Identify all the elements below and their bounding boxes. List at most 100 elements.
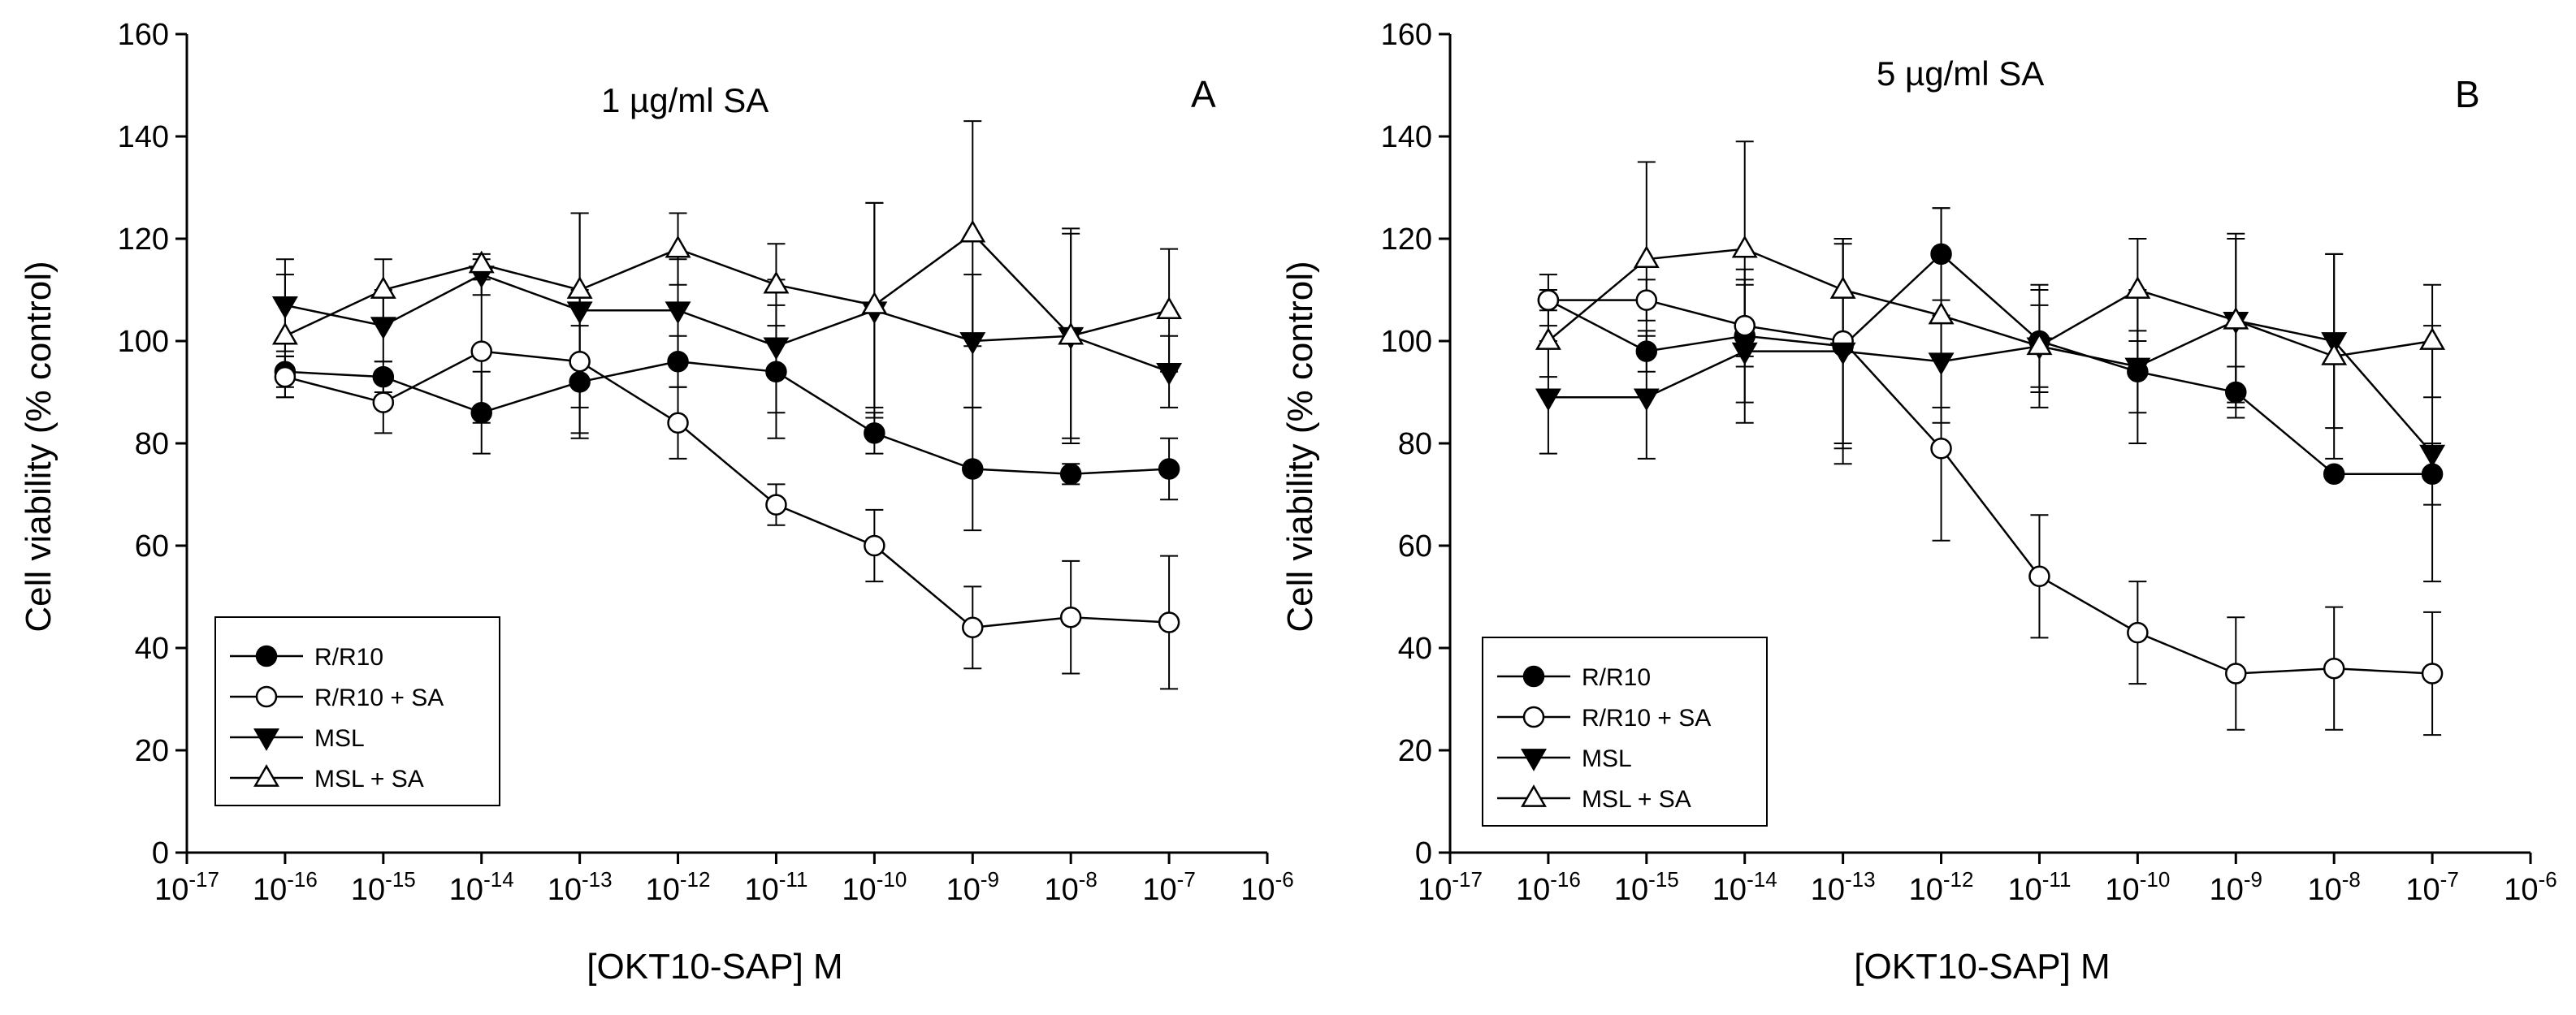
legend-label: R/R10 [314,644,383,671]
panel-annotation: 1 µg/ml SA [601,81,768,119]
x-tick-exponent: -11 [2042,867,2072,892]
y-tick-label: 80 [1398,427,1432,461]
legend-marker [253,728,279,751]
x-tick-exponent: -14 [1747,867,1777,892]
x-tick-base: 10 [842,873,876,907]
data-point [1731,235,1758,258]
data-point [864,534,885,557]
x-tick-label: 10-16 [253,867,318,907]
data-point [2225,663,2247,685]
y-tick-label: 0 [1415,836,1432,870]
x-tick-base: 10 [154,873,188,907]
x-tick-label: 10-14 [449,867,514,907]
legend-label: MSL + SA [1582,786,1691,813]
data-point [470,340,492,362]
y-tick-label: 40 [1398,632,1432,666]
legend-marker [253,764,279,787]
series-line-2 [284,273,1170,373]
legend-label: MSL [1582,745,1632,772]
x-tick-label: 10-8 [1044,867,1097,907]
data-point [1535,388,1561,412]
x-tick-label: 10-17 [154,867,219,907]
error-bars [275,120,1179,690]
data-point [1633,388,1660,412]
x-tick-exponent: -16 [287,867,318,892]
data-point [665,301,691,325]
data-point [566,301,593,325]
data-point [370,317,396,340]
x-tick-exponent: -9 [981,867,999,892]
series-lines [1548,248,2434,675]
x-tick-label: 10-13 [548,867,613,907]
y-tick-label: 100 [118,325,169,359]
data-point [2127,621,2149,644]
x-tick-exponent: -14 [483,867,514,892]
x-tick-base: 10 [1044,873,1078,907]
legend-marker [1521,784,1547,807]
x-tick-exponent: -16 [1550,867,1581,892]
series-line-3 [284,232,1170,338]
data-point [1059,463,1082,486]
data-point [569,371,591,393]
data-point [1535,327,1561,350]
x-tick-base: 10 [2105,873,2139,907]
legend-marker [255,645,278,667]
x-tick-exponent: -10 [877,867,907,892]
y-tick-label: 160 [118,18,169,52]
data-point [2225,381,2247,404]
x-tick-base: 10 [351,873,385,907]
data-point [1059,606,1082,628]
data-point [2026,332,2053,356]
data-point [2419,444,2446,468]
x-tick-label: 10-12 [1909,867,1974,907]
data-point [962,458,984,480]
data-point [470,401,492,424]
x-tick-exponent: -9 [2244,867,2262,892]
x-tick-base: 10 [2504,873,2538,907]
x-tick-label: 10-10 [2105,867,2170,907]
data-point [271,322,298,345]
data-point [274,365,297,388]
series-line-3 [1548,248,2433,358]
x-tick-base: 10 [449,873,483,907]
legend-label: R/R10 [1582,664,1651,691]
x-tick-exponent: -7 [2440,867,2459,892]
data-point [1058,322,1085,345]
x-tick-base: 10 [1418,873,1452,907]
x-axis-label: [OKT10-SAP] M [587,947,842,987]
legend-marker [1522,706,1545,728]
x-axis-label: [OKT10-SAP] M [1854,947,2110,987]
x-tick-exponent: -17 [188,867,219,892]
x-tick-label: 10-11 [744,867,807,907]
panel-annotation: 5 µg/ml SA [1877,54,2044,93]
y-tick-label: 140 [1381,120,1432,154]
legend-marker [1521,749,1547,771]
legend: R/R10 R/R10 + SA MSL MSL + SA [1482,637,1768,827]
data-point [372,391,395,413]
data-point [1930,438,1952,460]
data-point [1928,352,1955,376]
x-tick-base: 10 [946,873,981,907]
x-tick-base: 10 [1712,873,1747,907]
data-point [1158,611,1180,633]
data-point [2419,327,2446,350]
x-tick-label: 10-12 [646,867,711,907]
x-tick-exponent: -12 [680,867,711,892]
x-tick-exponent: -13 [582,867,613,892]
y-tick-label: 20 [1398,734,1432,768]
y-tick-label: 160 [1381,18,1432,52]
x-tick-label: 10-15 [351,867,416,907]
x-tick-label: 10-14 [1712,867,1777,907]
legend-marker [1522,665,1545,688]
data-point [2421,663,2444,685]
data-point [2321,342,2348,365]
x-ticks: 10-17 10-16 10-15 10-14 10-13 10-12 10-11 10-10… [154,853,1294,907]
data-point [1829,276,1856,299]
data-point [861,291,888,314]
x-tick-label: 10-16 [1516,867,1581,907]
x-tick-label: 10-17 [1418,867,1483,907]
data-point [765,494,787,516]
data-point [2323,463,2345,486]
x-tick-exponent: -15 [1648,867,1679,892]
legend-label: R/R10 + SA [1582,705,1711,732]
